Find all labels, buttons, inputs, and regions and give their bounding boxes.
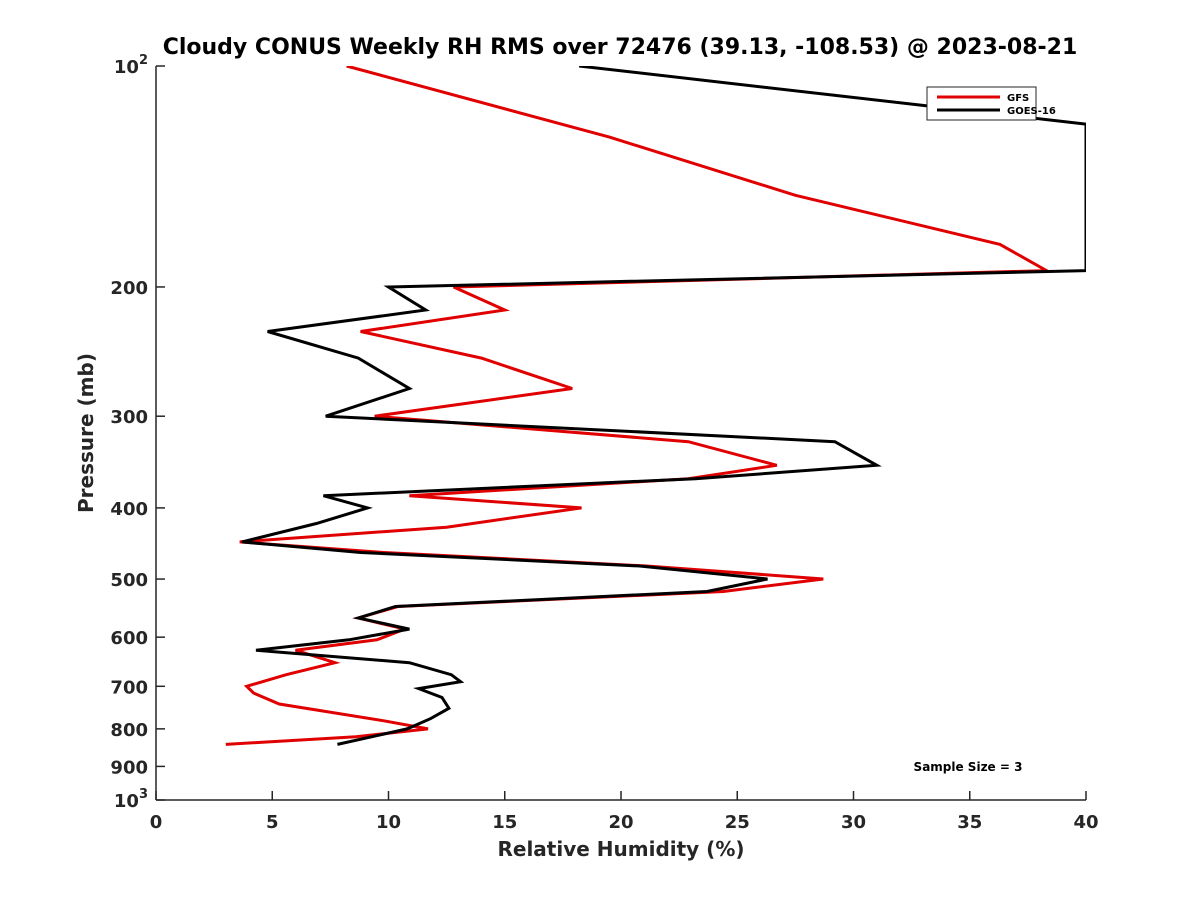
legend-label: GOES-16 (1007, 106, 1056, 117)
y-tick-label: 300 (110, 407, 148, 428)
y-tick-label: 800 (110, 720, 148, 741)
y-tick-label: 500 (110, 570, 148, 591)
x-tick-label: 10 (376, 812, 401, 833)
y-axis-label: Pressure (mb) (74, 353, 98, 513)
x-tick-label: 25 (725, 812, 750, 833)
x-tick-label: 20 (608, 812, 633, 833)
x-axis-label: Relative Humidity (%) (497, 837, 744, 861)
legend: GFS GOES-16 (926, 86, 1056, 121)
sample-size-annotation: Sample Size = 3 (914, 760, 1023, 774)
x-tick-label: 30 (841, 812, 866, 833)
series-line-goes-16 (241, 66, 1086, 746)
x-tick-label: 0 (150, 812, 163, 833)
y-tick-label: 600 (110, 628, 148, 649)
y-tick-label: 200 (110, 278, 148, 299)
axes-layer (155, 66, 1086, 801)
y-tick-label: 900 (110, 757, 148, 778)
legend-box (926, 86, 1037, 121)
x-tick-label: 5 (266, 812, 279, 833)
y-tick-label: 400 (110, 499, 148, 520)
x-tick-label: 40 (1073, 812, 1098, 833)
legend-label: GFS (1007, 93, 1029, 104)
y-ticks: 102 200 300 400 500 600 700 800 900 103 (110, 53, 165, 812)
series-line-gfs (225, 66, 1052, 746)
x-ticks: 0 5 10 15 20 25 30 35 40 (150, 791, 1099, 833)
chart-title: Cloudy CONUS Weekly RH RMS over 72476 (3… (163, 35, 1078, 60)
x-tick-label: 35 (957, 812, 982, 833)
x-tick-label: 15 (492, 812, 517, 833)
y-tick-label: 700 (110, 677, 148, 698)
y-tick-label: 103 (114, 787, 148, 812)
legend-items: GFS GOES-16 (937, 93, 1056, 117)
series-layer (225, 66, 1086, 746)
y-tick-label: 102 (114, 53, 148, 78)
